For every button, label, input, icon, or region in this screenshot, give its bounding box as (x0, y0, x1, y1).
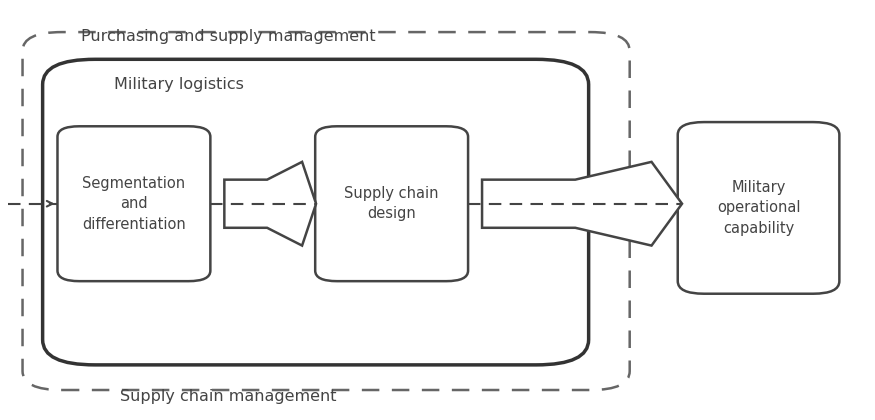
Text: Military
operational
capability: Military operational capability (717, 180, 801, 236)
Text: Military logistics: Military logistics (115, 77, 244, 92)
Text: Supply chain
design: Supply chain design (345, 186, 439, 221)
FancyBboxPatch shape (678, 122, 839, 294)
FancyBboxPatch shape (315, 126, 468, 281)
Text: Segmentation
and
differentiation: Segmentation and differentiation (82, 176, 186, 231)
Text: Supply chain management: Supply chain management (120, 389, 336, 404)
Polygon shape (224, 162, 316, 246)
Polygon shape (482, 162, 682, 246)
FancyBboxPatch shape (58, 126, 210, 281)
Text: Purchasing and supply management: Purchasing and supply management (80, 29, 375, 44)
